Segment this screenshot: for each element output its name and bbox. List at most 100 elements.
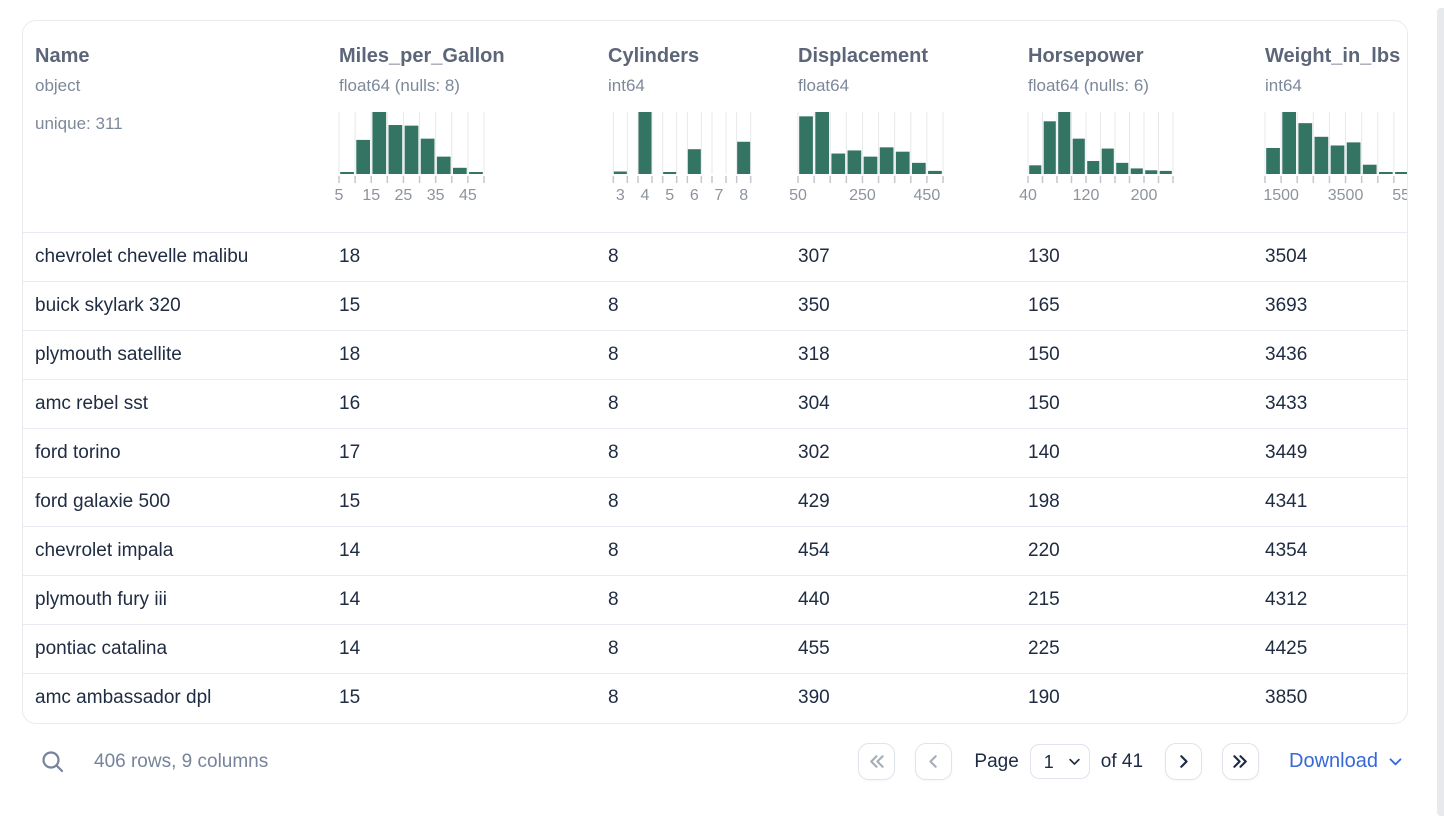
next-page-button[interactable] [1165,743,1203,780]
cell-displacement: 429 [798,491,830,512]
svg-text:450: 450 [914,187,941,204]
first-page-button[interactable] [858,743,896,780]
miles-per-gallon-histogram[interactable]: 5 15 25 35 45 [335,112,485,204]
data-table-card: Name object unique: 311 Miles_per_Gallon flo… [22,20,1408,724]
svg-text:5: 5 [335,187,344,204]
row-column-summary: 406 rows, 9 columns [94,750,269,772]
cell-horsepower: 225 [1028,638,1060,659]
column-header-horsepower[interactable]: Horsepower float64 (nulls: 6) 40 120 200 [1016,21,1253,233]
total-pages-label: of 41 [1100,750,1144,772]
cell-displacement: 440 [798,589,830,610]
svg-text:200: 200 [1131,187,1158,204]
cell-displacement: 454 [798,540,830,561]
cell-displacement: 302 [798,442,830,463]
cell-displacement: 318 [798,344,830,365]
cell-weight-in-lbs: 3449 [1265,442,1308,463]
cell-name: ford torino [35,442,121,463]
column-header-cylinders[interactable]: Cylinders int64 3 4 5 6 7 8 [596,21,786,233]
horsepower-histogram[interactable]: 40 120 200 [1019,112,1174,204]
displacement-histogram[interactable]: 50 250 450 [789,112,944,204]
cell-horsepower: 140 [1028,442,1060,463]
svg-text:5500: 5500 [1392,187,1408,204]
table-row: buick skylark 320 15 8 350 165 3693 [23,281,1407,331]
column-dtype: object [35,76,81,95]
cell-cylinders: 8 [608,687,619,709]
cell-cylinders: 8 [608,344,619,365]
double-chevron-right-icon [1233,755,1247,768]
page-label: Page [974,750,1019,772]
cell-miles-per-gallon: 15 [339,295,361,316]
cell-weight-in-lbs: 4354 [1265,540,1308,561]
table-row: ford torino 17 8 302 140 3449 [23,428,1407,478]
table-row: chevrolet impala 14 8 454 220 4354 [23,526,1407,576]
cell-horsepower: 190 [1028,687,1060,709]
column-dtype: float64 (nulls: 6) [1028,76,1149,95]
cell-miles-per-gallon: 14 [339,540,361,561]
cell-miles-per-gallon: 15 [339,687,361,709]
cell-displacement: 307 [798,246,830,267]
table-row: ford galaxie 500 15 8 429 198 4341 [23,477,1407,527]
cell-miles-per-gallon: 18 [339,246,361,267]
table-row: amc ambassador dpl 15 8 390 190 3850 [23,673,1407,723]
cell-miles-per-gallon: 18 [339,344,361,365]
column-dtype: int64 [1265,76,1302,95]
svg-text:50: 50 [789,187,807,204]
column-name: Horsepower [1028,45,1144,67]
svg-text:4: 4 [641,187,650,204]
data-table: Name object unique: 311 Miles_per_Gallon flo… [23,21,1408,723]
table-row: pontiac catalina 14 8 455 225 4425 [23,624,1407,674]
column-name: Cylinders [608,45,700,67]
page-select[interactable]: 1 [1029,744,1090,779]
download-button[interactable]: Download [1289,750,1404,773]
svg-text:250: 250 [849,187,876,204]
column-name: Weight_in_lbs [1265,45,1401,67]
cell-name: chevrolet chevelle malibu [35,246,249,267]
cell-name: buick skylark 320 [35,295,181,316]
column-unique-count: unique: 311 [35,114,123,133]
table-row: chevrolet chevelle malibu 18 8 307 130 3504 [23,232,1407,282]
page-select-wrap: 1 [1029,744,1090,779]
column-name: Displacement [798,45,929,67]
column-header-miles-per-gallon[interactable]: Miles_per_Gallon float64 (nulls: 8) 5 15 25 3… [327,21,596,233]
svg-text:3: 3 [616,187,625,204]
cell-cylinders: 8 [608,638,619,659]
cell-cylinders: 8 [608,393,619,414]
cell-miles-per-gallon: 14 [339,638,361,659]
cell-name: chevrolet impala [35,540,174,561]
cell-miles-per-gallon: 15 [339,491,361,512]
svg-text:7: 7 [715,187,724,204]
prev-page-button[interactable] [915,743,953,780]
svg-text:1500: 1500 [1263,187,1299,204]
footer-left: 406 rows, 9 columns [38,747,268,777]
cell-weight-in-lbs: 3850 [1265,687,1308,709]
chevron-down-icon [1389,758,1402,766]
scrollbar-track[interactable] [1437,8,1444,816]
cell-name: plymouth fury iii [35,589,167,610]
column-header-name[interactable]: Name object unique: 311 [23,21,327,233]
cell-displacement: 350 [798,295,830,316]
cell-name: ford galaxie 500 [35,491,171,512]
column-header-displacement[interactable]: Displacement float64 50 250 450 [786,21,1016,233]
cell-weight-in-lbs: 3436 [1265,344,1308,365]
download-label: Download [1289,750,1378,772]
cell-weight-in-lbs: 4312 [1265,589,1308,610]
column-dtype: float64 (nulls: 8) [339,76,460,95]
last-page-button[interactable] [1222,743,1260,780]
table-row: plymouth satellite 18 8 318 150 3436 [23,330,1407,380]
cell-cylinders: 8 [608,540,619,561]
search-button[interactable] [38,747,68,777]
cell-weight-in-lbs: 3433 [1265,393,1308,414]
cell-name: pontiac catalina [35,638,168,659]
cell-cylinders: 8 [608,442,619,463]
cell-horsepower: 130 [1028,246,1060,267]
double-chevron-left-icon [870,755,885,768]
cell-miles-per-gallon: 14 [339,589,361,610]
weight-in-lbs-histogram[interactable]: 1500 3500 5500 [1263,112,1408,204]
table-header-row: Name object unique: 311 Miles_per_Gallon flo… [23,21,1408,233]
svg-text:35: 35 [427,187,445,204]
svg-text:5: 5 [665,187,674,204]
table-footer: 406 rows, 9 columns Page 1 [22,740,1408,784]
svg-text:120: 120 [1073,187,1100,204]
column-header-weight-in-lbs[interactable]: Weight_in_lbs int64 1500 3500 5500 [1253,21,1408,233]
